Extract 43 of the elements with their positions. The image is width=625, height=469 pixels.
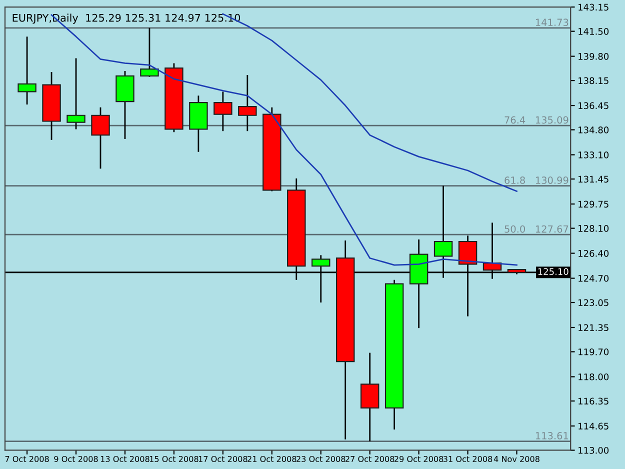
y-tick-label: 133.10	[578, 152, 609, 158]
ref-line-label: 61.8 130.99	[504, 176, 568, 184]
ref-line-label: 141.73	[536, 18, 568, 26]
ref-line-label: 125.10	[538, 268, 568, 275]
ref-line-label: 50.0 127.67	[504, 225, 568, 233]
y-tick-label: 123.05	[578, 299, 608, 306]
candlestick	[18, 36, 36, 106]
x-tick-label: 29 Oct 2008	[394, 456, 444, 462]
x-tick-label: 13 Oct 2008	[100, 456, 150, 462]
x-tick-label: 31 Oct 2008	[444, 456, 492, 462]
y-tick-label: 124.70	[578, 274, 609, 282]
candlestick	[140, 27, 159, 78]
y-tick-label: 141.50	[578, 28, 609, 35]
y-tick-label: 114.65	[578, 422, 608, 430]
x-tick-label: 27 Oct 2008	[346, 456, 394, 462]
y-tick-label: 131.45	[578, 176, 608, 183]
ref-line-label: 76.4 135.09	[504, 116, 568, 124]
y-tick-label: 126.40	[578, 250, 609, 257]
y-tick-label: 128.10	[578, 225, 609, 232]
y-tick-label: 116.35	[578, 398, 608, 405]
x-tick-label: 4 Nov 2008	[494, 456, 540, 462]
x-tick-label: 7 Oct 2008	[5, 456, 49, 462]
y-tick-label: 129.75	[578, 200, 608, 208]
y-tick-label: 134.80	[578, 126, 609, 134]
x-tick-label: 15 Oct 2008	[150, 456, 198, 462]
ref-line-label: 113.61	[536, 432, 568, 440]
candlestick	[66, 57, 86, 130]
y-tick-label: 139.80	[578, 53, 609, 60]
y-tick-label: 118.00	[578, 373, 609, 380]
candlestick	[238, 74, 257, 132]
x-tick-label: 21 Oct 2008	[248, 456, 296, 462]
x-tick-label: 23 Oct 2008	[296, 456, 346, 462]
y-tick-label: 121.35	[578, 324, 608, 332]
x-tick-label: 9 Oct 2008	[54, 456, 98, 462]
candlestick	[360, 352, 380, 442]
y-tick-label: 136.45	[578, 102, 608, 110]
y-tick-label: 113.00	[578, 446, 609, 454]
y-tick-label: 143.15	[578, 4, 608, 11]
candlestick	[91, 106, 110, 170]
candlestick	[214, 91, 232, 132]
x-tick-label: 17 Oct 2008	[198, 456, 248, 462]
y-tick-label: 138.15	[578, 77, 608, 84]
y-tick-label: 119.70	[578, 348, 609, 356]
